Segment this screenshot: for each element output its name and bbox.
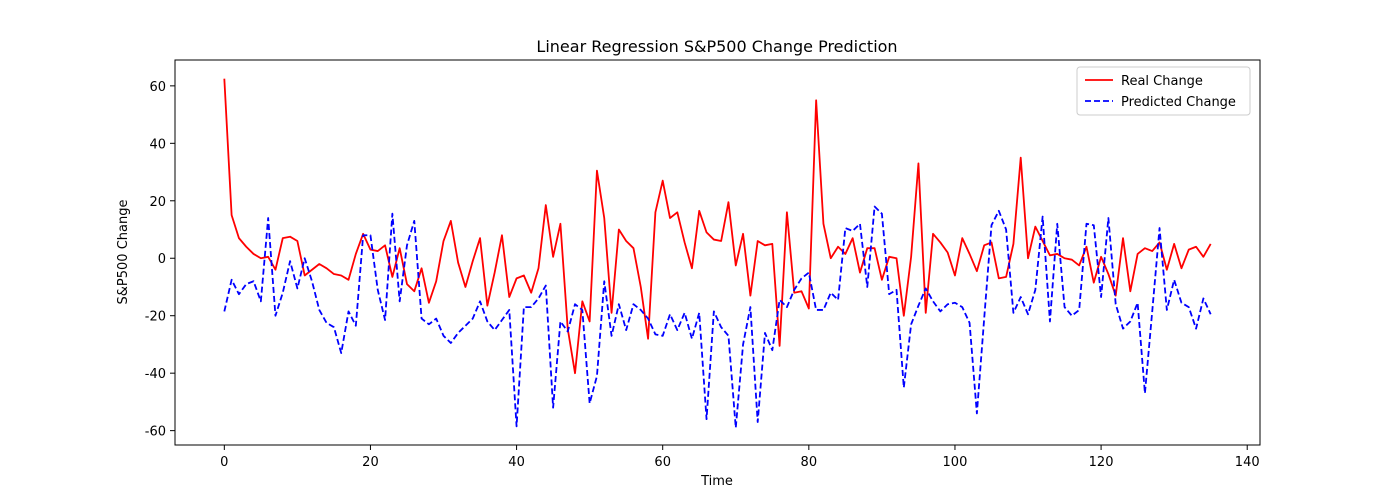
legend-label-2: Predicted Change [1121, 95, 1236, 110]
y-tick-label: -40 [145, 367, 166, 382]
x-tick-label: 120 [1089, 455, 1114, 470]
y-tick-label: 60 [149, 80, 166, 95]
x-axis-label: Time [700, 474, 733, 489]
plot-frame [174, 59, 1261, 446]
y-tick-label: -60 [145, 425, 166, 440]
legend-box [1076, 66, 1251, 116]
x-tick-label: 0 [220, 455, 228, 470]
y-axis-label: S&P500 Change [116, 200, 131, 305]
y-tick-label: 20 [149, 195, 166, 210]
x-tick-label: 60 [654, 455, 671, 470]
x-tick-label: 40 [508, 455, 525, 470]
x-tick-label: 20 [362, 455, 379, 470]
x-tick-label: 140 [1235, 455, 1260, 470]
plot-area [174, 59, 1261, 446]
y-tick-label: 0 [158, 252, 166, 267]
x-tick-label: 100 [943, 455, 968, 470]
x-tick-label: 80 [801, 455, 818, 470]
series-line-2 [223, 205, 1212, 429]
series-line-1 [223, 78, 1212, 375]
chart-title: Linear Regression S&P500 Change Predicti… [536, 37, 897, 56]
y-axis: -60 -40 -20 0 20 40 60 [145, 80, 175, 440]
x-axis: 0 20 40 60 80 100 120 140 [220, 445, 1260, 470]
legend: Real Change Predicted Change [1076, 66, 1251, 116]
legend-label-1: Real Change [1121, 74, 1203, 89]
y-tick-label: 40 [149, 137, 166, 152]
y-tick-label: -20 [145, 310, 166, 325]
